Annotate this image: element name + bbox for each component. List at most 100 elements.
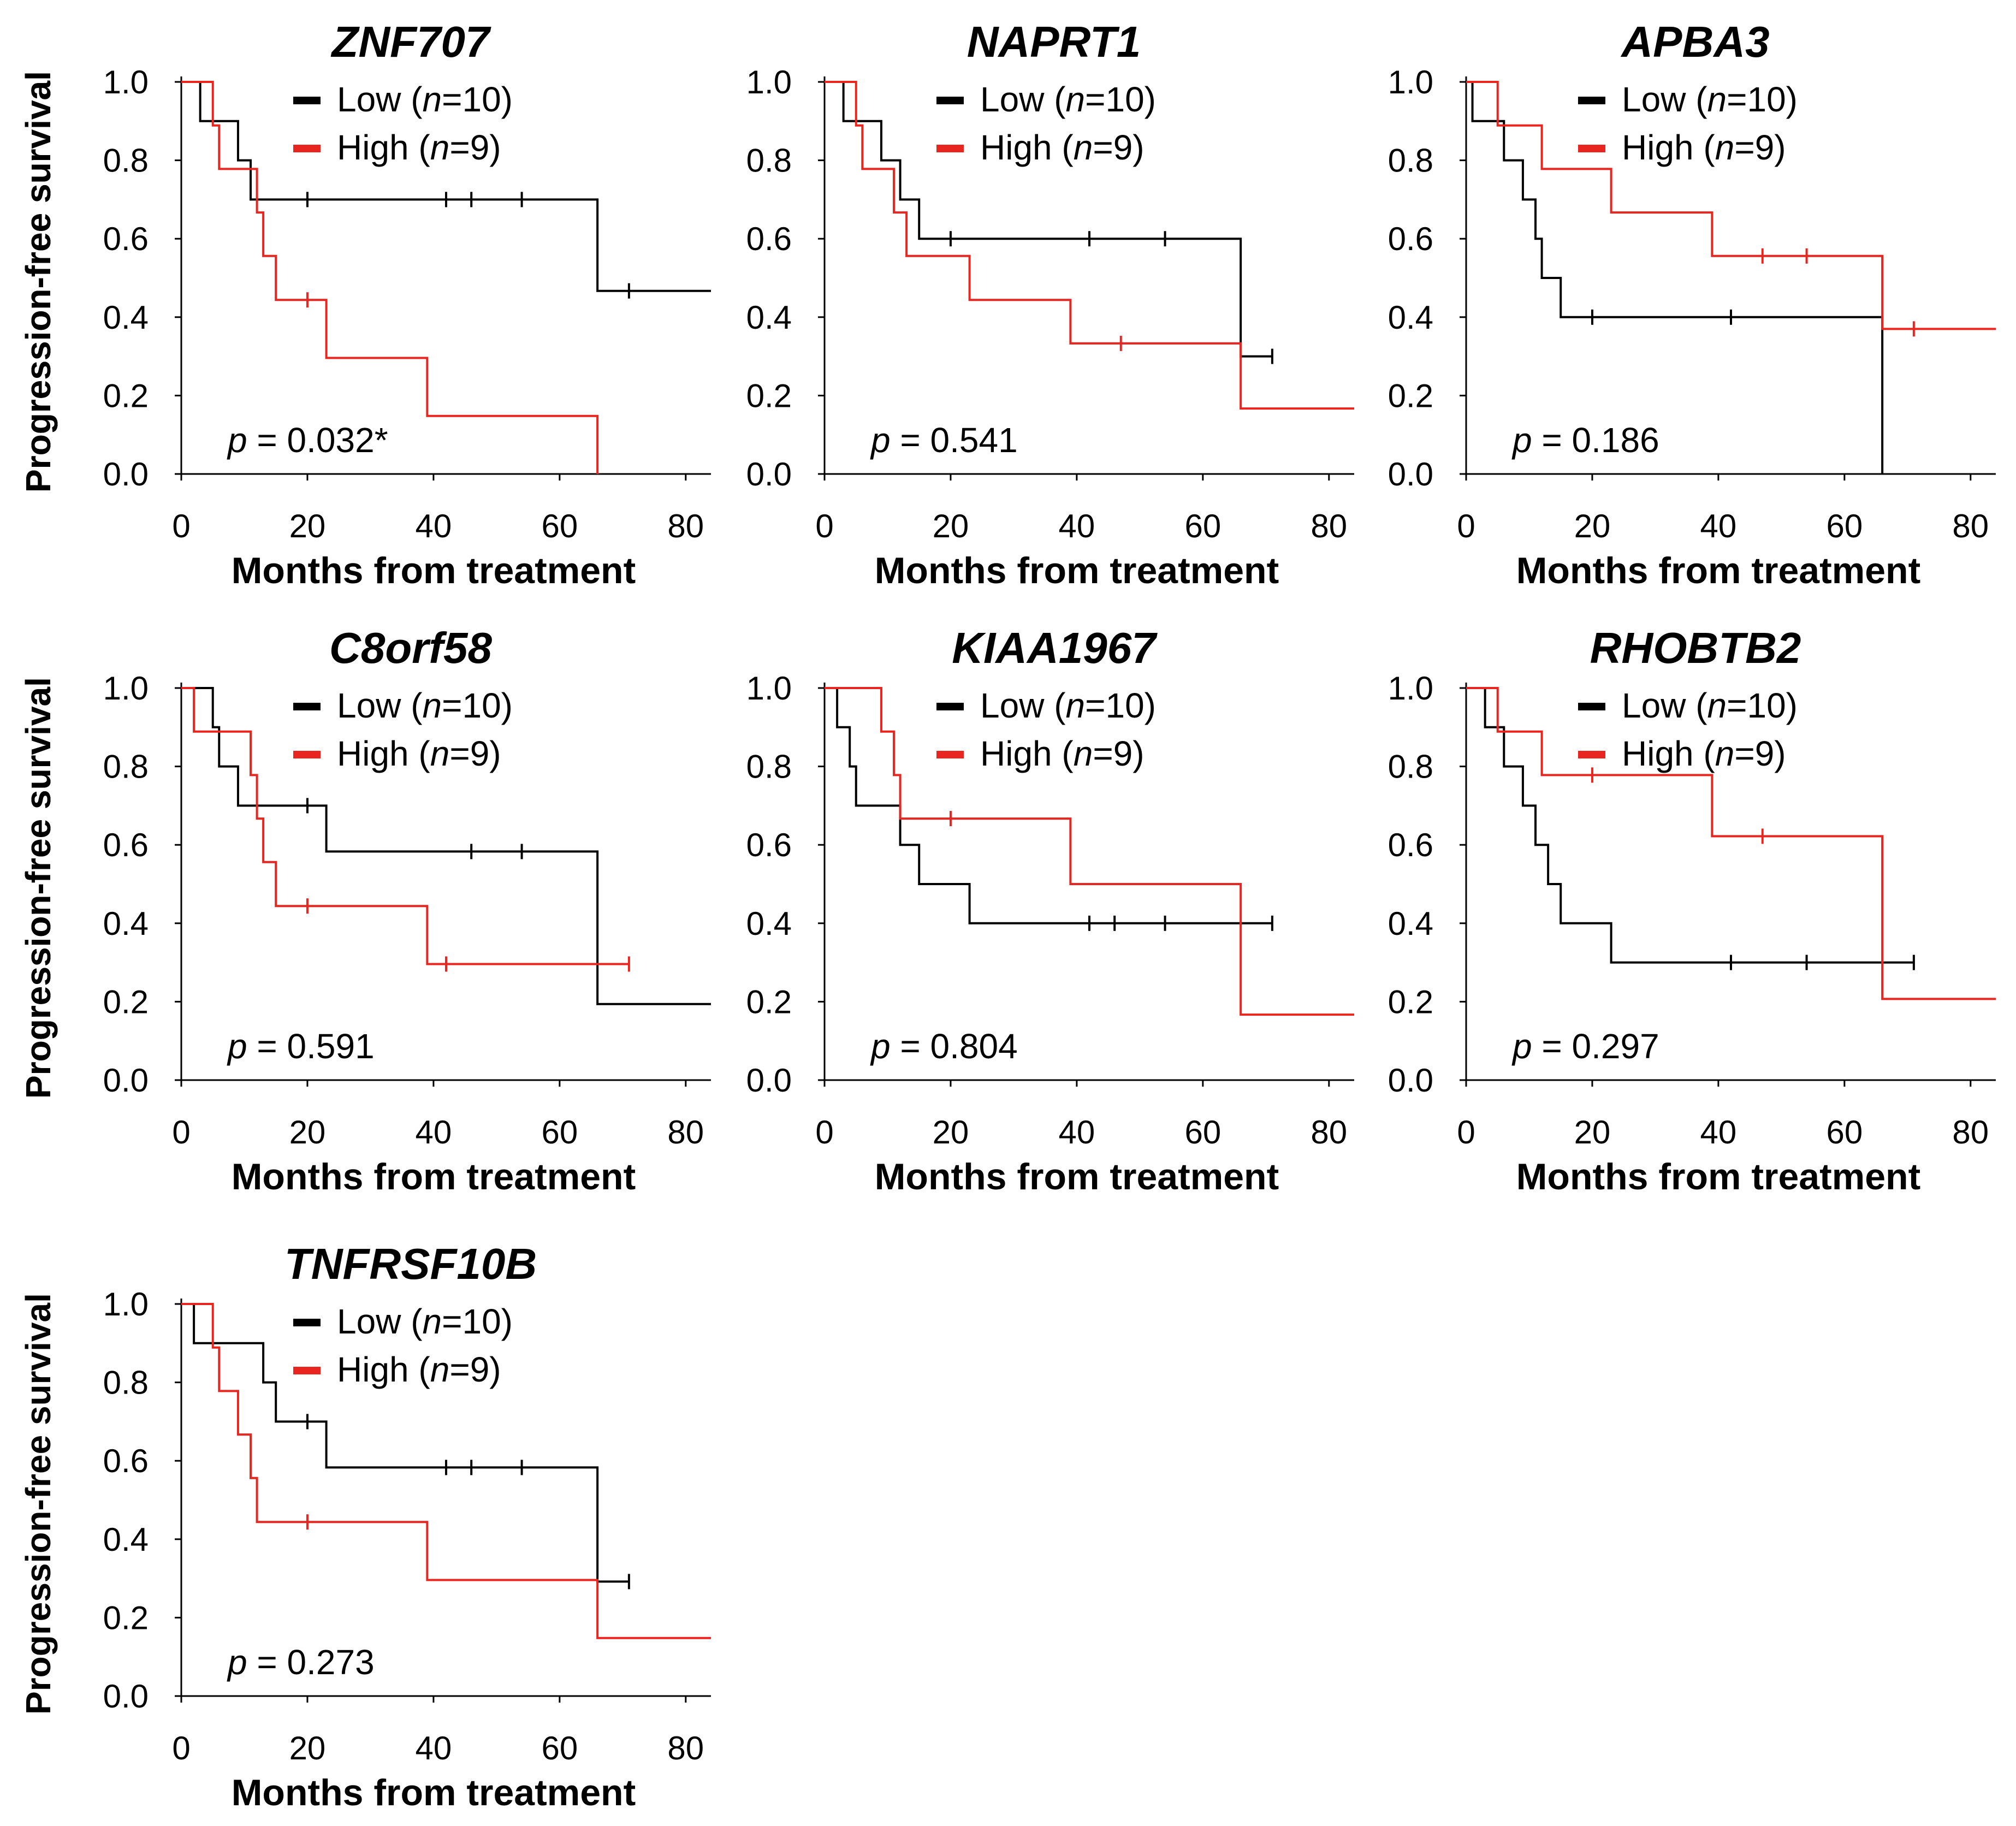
p-value-label: p = 0.541 — [870, 420, 1018, 460]
text-span: High ( — [980, 128, 1074, 167]
text-span: Low ( — [980, 80, 1066, 119]
y-tick-label: 1.0 — [1388, 670, 1433, 707]
y-tick-label: 0.0 — [1388, 1062, 1433, 1099]
text-span: = 0.273 — [247, 1643, 375, 1682]
y-tick-label: 0.4 — [746, 299, 792, 336]
x-tick-label: 20 — [289, 508, 326, 544]
km-curve-high — [1466, 81, 1996, 330]
text-span: High ( — [337, 128, 430, 167]
legend-label: Low (n=10) — [980, 686, 1156, 725]
y-tick-label: 0.6 — [746, 827, 792, 863]
x-tick-label: 0 — [815, 508, 833, 544]
x-tick-label: 40 — [1059, 508, 1095, 544]
km-panel-apba3: APBA3 0 20 40 60 80 0.0 0.2 0.4 0.6 0.8 1.0 Months f… — [19, 17, 1996, 591]
text-span: n — [1066, 686, 1086, 725]
y-tick-label: 0.6 — [103, 1443, 149, 1479]
text-span: n — [423, 80, 442, 119]
text-span: Low ( — [980, 686, 1066, 725]
x-tick-label: 60 — [1826, 508, 1863, 544]
legend-label: High (n=9) — [1622, 734, 1786, 773]
p-value-label: p = 0.591 — [227, 1027, 375, 1066]
km-curve-low — [1466, 687, 1914, 964]
y-tick-label: 0.8 — [103, 143, 149, 179]
text-span: High ( — [337, 734, 430, 773]
text-span: n — [1707, 686, 1727, 725]
x-tick-label: 20 — [289, 1114, 326, 1151]
km-curve-low — [181, 81, 711, 292]
km-panel-naprt1: NAPRT1 0 20 40 60 80 0.0 0.2 0.4 0.6 0.8 1.0 Months … — [19, 17, 1354, 591]
y-tick-label: 0.0 — [746, 1062, 792, 1099]
y-axis-label: Progression-free survival — [19, 71, 58, 493]
y-tick-label: 0.2 — [103, 983, 149, 1020]
p-value-label: p = 0.186 — [1511, 420, 1659, 460]
text-span: p — [227, 420, 247, 460]
y-tick-label: 0.6 — [1388, 221, 1433, 257]
x-tick-label: 80 — [667, 1730, 704, 1766]
y-tick-label: 0.8 — [103, 749, 149, 785]
km-curve-high — [1466, 687, 1996, 1000]
x-tick-label: 0 — [1457, 508, 1475, 544]
x-tick-label: 40 — [416, 1114, 452, 1151]
legend-label: Low (n=10) — [1622, 686, 1798, 725]
x-tick-label: 60 — [541, 508, 578, 544]
text-span: = 0.591 — [247, 1027, 375, 1066]
x-tick-label: 60 — [1184, 1114, 1221, 1151]
text-span: = 0.541 — [891, 420, 1018, 460]
text-span: High ( — [1622, 128, 1715, 167]
text-span: Low ( — [337, 1302, 423, 1341]
x-tick-label: 20 — [933, 508, 969, 544]
text-span: Low ( — [337, 686, 423, 725]
text-span: =9) — [1093, 734, 1144, 773]
text-span: n — [1707, 80, 1727, 119]
y-tick-label: 0.6 — [103, 827, 149, 863]
x-tick-label: 60 — [541, 1730, 578, 1766]
y-tick-label: 0.4 — [103, 905, 149, 942]
y-tick-label: 1.0 — [1388, 64, 1433, 100]
x-axis-label: Months from treatment — [232, 1156, 636, 1197]
text-span: =10) — [442, 1302, 513, 1341]
text-span: Low ( — [337, 80, 423, 119]
y-tick-label: 0.2 — [746, 983, 792, 1020]
y-tick-label: 1.0 — [103, 64, 149, 100]
x-tick-label: 40 — [1700, 508, 1737, 544]
y-tick-label: 1.0 — [103, 1286, 149, 1323]
y-tick-label: 0.4 — [103, 299, 149, 336]
x-tick-label: 80 — [1311, 508, 1347, 544]
legend-label: Low (n=10) — [980, 80, 1156, 119]
x-axis-label: Months from treatment — [875, 1156, 1279, 1197]
p-value-label: p = 0.032* — [227, 420, 388, 460]
text-span: = 0.186 — [1532, 420, 1659, 460]
y-axis-label: Progression-free survival — [19, 1293, 58, 1715]
y-tick-label: 0.4 — [1388, 299, 1433, 336]
text-span: n — [1715, 128, 1735, 167]
panel-title: ZNF707 — [331, 17, 491, 66]
km-panel-rhobtb2: RHOBTB2 0 20 40 60 80 0.0 0.2 0.4 0.6 0.8 1.0 Months… — [19, 624, 1996, 1197]
text-span: n — [430, 128, 450, 167]
panel-title: KIAA1967 — [952, 624, 1158, 672]
panel-title: C8orf58 — [329, 624, 492, 672]
text-span: High ( — [980, 734, 1074, 773]
km-curve-high — [181, 687, 629, 965]
x-tick-label: 20 — [1574, 1114, 1611, 1151]
km-panel-c8orf58: C8orf58 0 20 40 60 80 0.0 0.2 0.4 0.6 0.8 1.0 Months… — [19, 624, 711, 1197]
text-span: p — [870, 420, 891, 460]
text-span: n — [430, 734, 450, 773]
legend-label: Low (n=10) — [337, 686, 513, 725]
x-tick-label: 0 — [172, 1114, 190, 1151]
y-axis-label: Progression-free survival — [19, 71, 58, 493]
text-span: =10) — [1085, 686, 1156, 725]
y-tick-label: 0.6 — [103, 221, 149, 257]
km-panel-kiaa1967: KIAA1967 0 20 40 60 80 0.0 0.2 0.4 0.6 0.8 1.0 Month… — [19, 624, 1354, 1197]
x-tick-label: 0 — [1457, 1114, 1475, 1151]
text-span: =9) — [449, 734, 501, 773]
legend-label: High (n=9) — [980, 734, 1145, 773]
x-tick-label: 80 — [667, 1114, 704, 1151]
text-span: = 0.297 — [1532, 1027, 1659, 1066]
text-span: n — [423, 686, 442, 725]
text-span: n — [1074, 128, 1093, 167]
y-axis-label: Progression-free survival — [19, 677, 58, 1099]
x-tick-label: 40 — [1059, 1114, 1095, 1151]
y-tick-label: 0.8 — [1388, 749, 1433, 785]
km-curve-high — [181, 81, 599, 474]
p-value-label: p = 0.297 — [1511, 1027, 1659, 1066]
